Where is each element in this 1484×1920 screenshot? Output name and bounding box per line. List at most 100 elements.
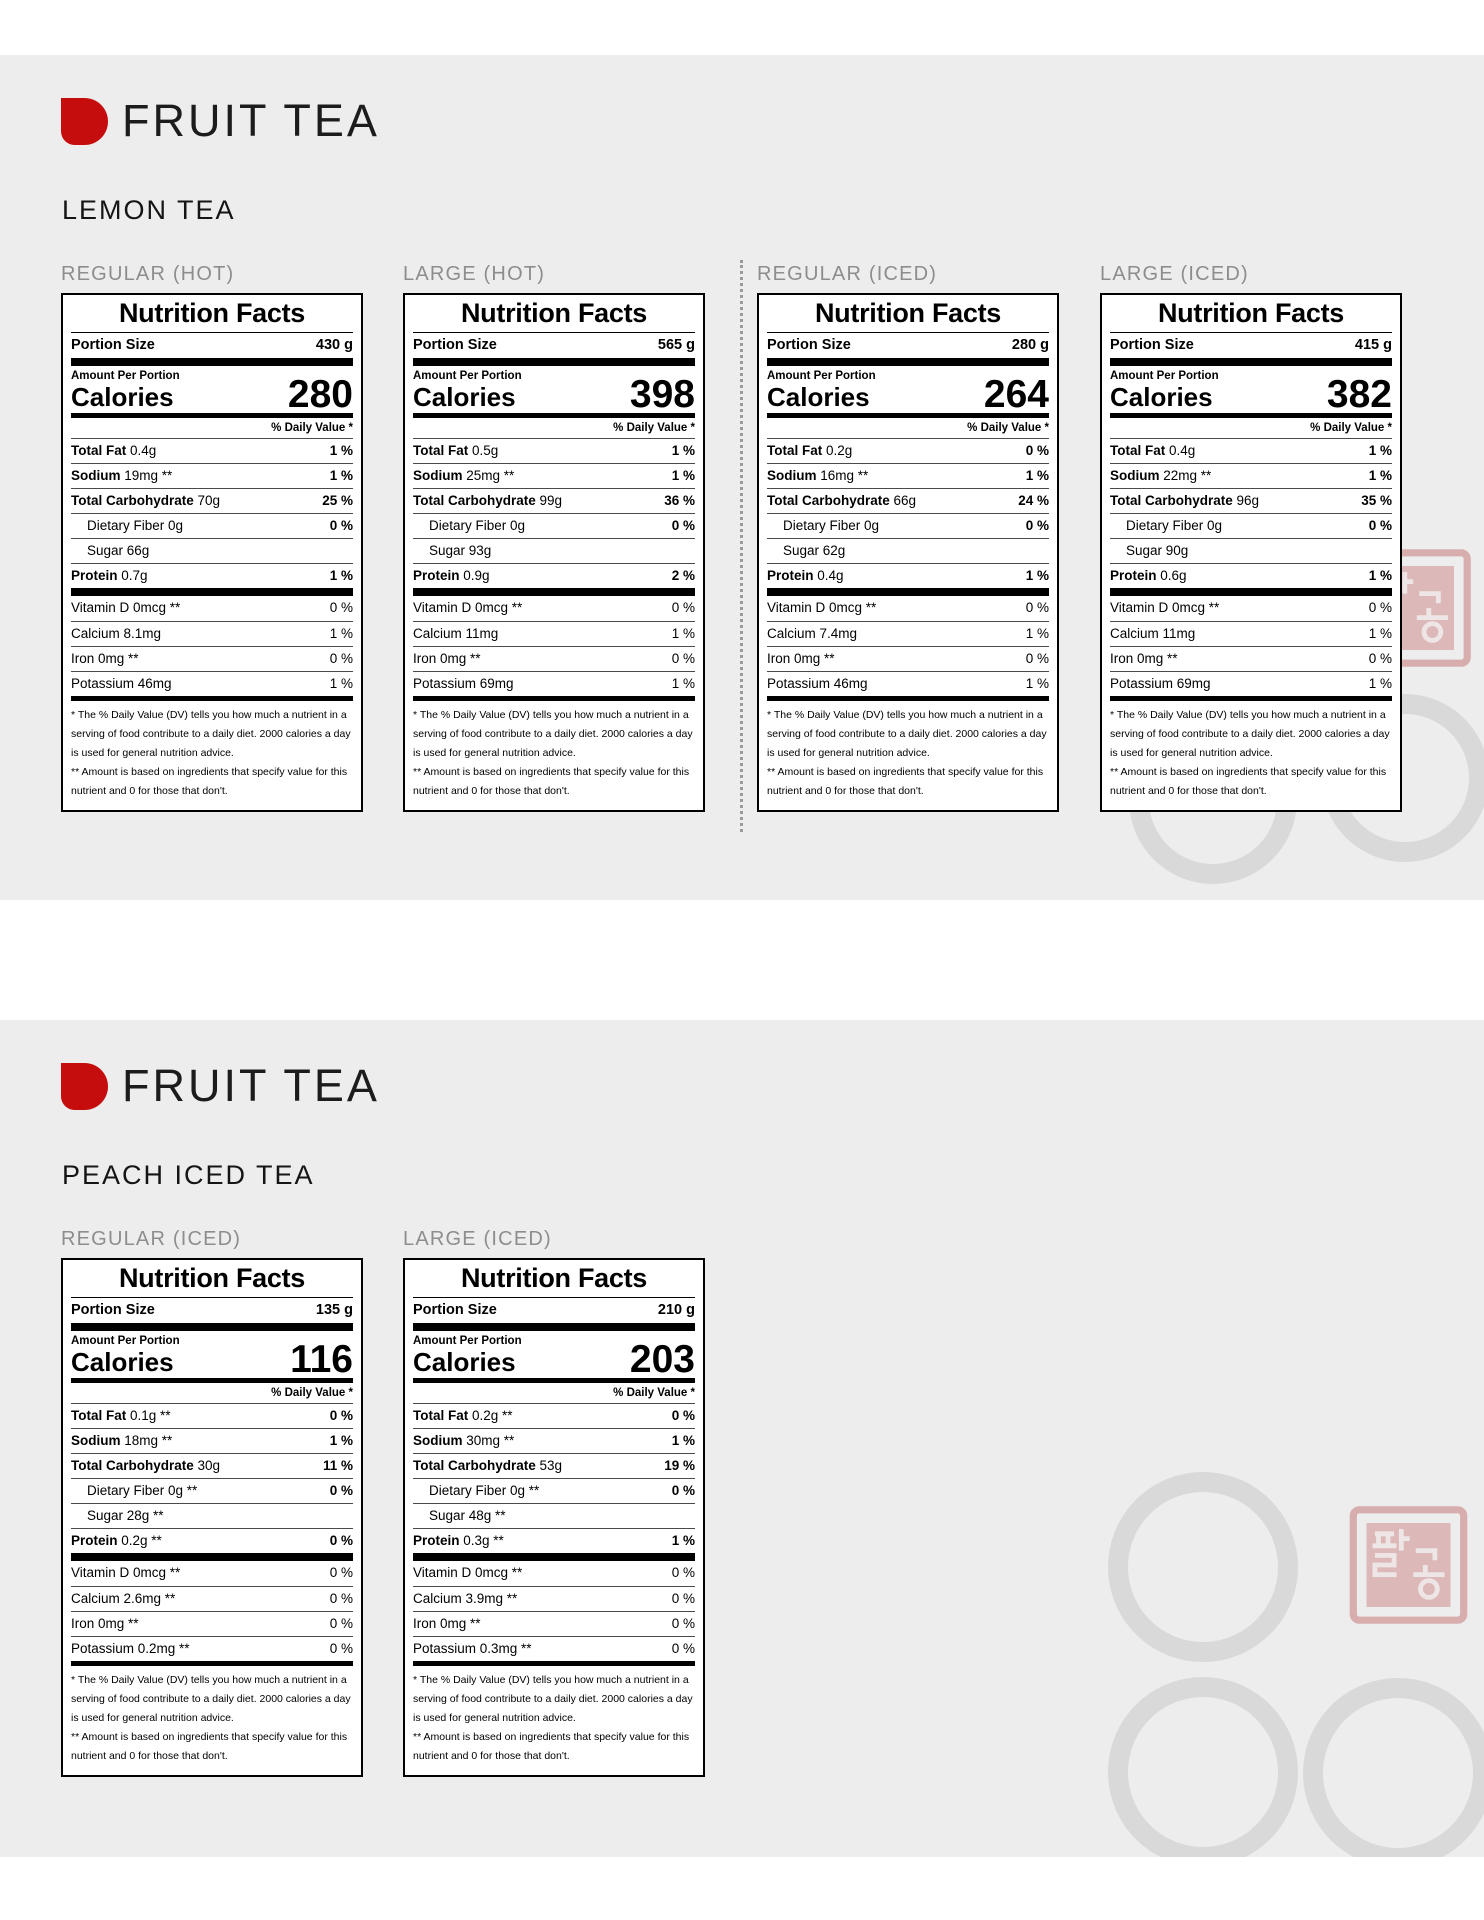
nutrient-row: Potassium 46mg 1 %	[71, 671, 353, 696]
circle-watermark-icon	[1108, 1472, 1298, 1662]
footnote-dv: * The % Daily Value (DV) tells you how m…	[767, 709, 1047, 760]
daily-value-percent: 0 %	[1025, 651, 1049, 667]
nutrient-rows: Total Fat 0.4g 1 % Sodium 19mg ** 1 % Total …	[71, 438, 353, 588]
nutrient-row: Calcium 3.9mg ** 0 %	[413, 1586, 695, 1611]
nutrient-name-amount: Sugar 28g **	[87, 1508, 164, 1524]
calories-value: 203	[629, 1338, 695, 1382]
vitamin-rows: Vitamin D 0mcg ** 0 % Calcium 2.6mg ** 0 % I…	[71, 1561, 353, 1661]
nutrient-name-amount: Vitamin D 0mcg **	[71, 1565, 181, 1581]
nutrient-row: Vitamin D 0mcg ** 0 %	[71, 1561, 353, 1586]
nutrient-name-amount: Calcium 7.4mg	[767, 626, 858, 642]
nutrition-label-column: REGULAR (HOT) Nutrition Facts Portion Si…	[61, 263, 363, 813]
calories-value: 280	[287, 373, 353, 417]
size-variant-label: REGULAR (HOT)	[61, 263, 235, 285]
nutrient-row: Total Fat 0.1g ** 0 %	[71, 1403, 353, 1428]
nutrition-label-column: LARGE (ICED) Nutrition Facts Portion Siz…	[403, 1228, 705, 1778]
nutrient-name-amount: Potassium 0.3mg **	[413, 1641, 532, 1657]
footnote: * The % Daily Value (DV) tells you how m…	[413, 1666, 695, 1775]
thick-bar	[1110, 413, 1392, 419]
amount-per-portion-label: Amount Per Portion	[413, 370, 522, 382]
daily-value-percent: 0 %	[671, 651, 695, 667]
nutrition-facts-label: Nutrition Facts Portion Size 135 g Amoun…	[61, 1258, 363, 1778]
nutrient-row: Total Fat 0.2g 0 %	[767, 438, 1049, 463]
nutrient-row: Sugar 48g **	[413, 1503, 695, 1528]
nutrient-row: Vitamin D 0mcg ** 0 %	[767, 596, 1049, 621]
nutrient-row: Potassium 46mg 1 %	[767, 671, 1049, 696]
nutrient-name-amount: Sodium 30mg **	[413, 1433, 515, 1449]
nutrient-rows: Total Fat 0.4g 1 % Sodium 22mg ** 1 % Total …	[1110, 438, 1392, 588]
nutrient-name-amount: Iron 0mg **	[413, 1616, 481, 1632]
nutrient-row: Sugar 28g **	[71, 1503, 353, 1528]
daily-value-percent: 0 %	[1368, 518, 1392, 534]
nutrient-name-amount: Potassium 69mg	[413, 676, 514, 692]
nutrient-row: Total Carbohydrate 99g 36 %	[413, 488, 695, 513]
nutrition-label-column: REGULAR (ICED) Nutrition Facts Portion S…	[757, 263, 1059, 813]
nutrient-rows: Total Fat 0.2g 0 % Sodium 16mg ** 1 % Total …	[767, 438, 1049, 588]
calories-label: Calories	[767, 382, 870, 412]
nutrient-name-amount: Sodium 19mg **	[71, 468, 173, 484]
footnote: * The % Daily Value (DV) tells you how m…	[1110, 701, 1392, 810]
nutrient-row: Iron 0mg ** 0 %	[1110, 646, 1392, 671]
nutrient-name-amount: Protein 0.6g	[1110, 568, 1187, 584]
portion-size-row: Portion Size 430 g	[71, 333, 353, 358]
daily-value-percent: 0 %	[329, 1408, 353, 1424]
nutrient-row: Total Fat 0.4g 1 %	[71, 438, 353, 463]
nutrient-row: Protein 0.9g 2 %	[413, 563, 695, 588]
circle-watermark-icon	[1108, 1677, 1298, 1857]
daily-value-percent: 0 %	[1368, 600, 1392, 616]
nutrient-name-amount: Total Carbohydrate 30g	[71, 1458, 221, 1474]
nutrient-name-amount: Protein 0.2g **	[71, 1533, 162, 1549]
palgong-stamp-icon	[1345, 1505, 1472, 1625]
nutrient-row: Sugar 62g	[767, 538, 1049, 563]
daily-value-percent: 0 %	[329, 651, 353, 667]
footnote-amount: ** Amount is based on ingredients that s…	[413, 766, 690, 798]
brand-header: FRUIT TEA	[61, 1060, 380, 1112]
portion-size-value: 430 g	[315, 337, 353, 353]
nutrient-name-amount: Sodium 16mg **	[767, 468, 869, 484]
nutrient-row: Total Carbohydrate 70g 25 %	[71, 488, 353, 513]
nutrient-name-amount: Vitamin D 0mcg **	[413, 600, 523, 616]
nutrient-row: Protein 0.7g 1 %	[71, 563, 353, 588]
thick-bar	[71, 588, 353, 597]
nutrient-row: Sodium 19mg ** 1 %	[71, 463, 353, 488]
nutrient-name-amount: Dietary Fiber 0g **	[429, 1483, 540, 1499]
nutrition-facts-title: Nutrition Facts	[118, 298, 305, 328]
size-variant-label: LARGE (HOT)	[403, 263, 546, 285]
daily-value-percent: 0 %	[671, 1591, 695, 1607]
daily-value-percent: 1 %	[1368, 568, 1392, 584]
nutrient-row: Vitamin D 0mcg ** 0 %	[1110, 596, 1392, 621]
vitamin-rows: Vitamin D 0mcg ** 0 % Calcium 8.1mg 1 % Iron…	[71, 596, 353, 696]
daily-value-percent: 1 %	[671, 676, 695, 692]
nutrient-name-amount: Dietary Fiber 0g	[783, 518, 880, 534]
nutrition-facts-title: Nutrition Facts	[814, 298, 1001, 328]
calories-value: 382	[1326, 373, 1392, 417]
section-peach-iced-tea: FRUIT TEA PEACH ICED TEA REGULAR (ICED) …	[0, 1020, 1484, 1857]
calories-section: Amount Per Portion Calories 203	[413, 1331, 695, 1382]
nutrient-name-amount: Sugar 93g	[429, 543, 492, 559]
vitamin-rows: Vitamin D 0mcg ** 0 % Calcium 7.4mg 1 % Iron…	[767, 596, 1049, 696]
portion-size-label: Portion Size	[71, 1302, 155, 1318]
nutrient-name-amount: Vitamin D 0mcg **	[413, 1565, 523, 1581]
daily-value-percent: 1 %	[671, 443, 695, 459]
portion-size-row: Portion Size 415 g	[1110, 333, 1392, 358]
nutrition-facts-label: Nutrition Facts Portion Size 415 g Amoun…	[1100, 293, 1402, 813]
daily-value-percent: 0 %	[329, 1533, 353, 1549]
nutrition-facts-title: Nutrition Facts	[118, 1263, 305, 1293]
thick-bar	[71, 413, 353, 419]
footnote: * The % Daily Value (DV) tells you how m…	[413, 701, 695, 810]
daily-value-percent: 1 %	[1368, 626, 1392, 642]
nutrition-facts-label: Nutrition Facts Portion Size 430 g Amoun…	[61, 293, 363, 813]
nutrient-name-amount: Iron 0mg **	[71, 651, 139, 667]
brand-logo-icon	[61, 1062, 108, 1110]
nutrient-row: Calcium 2.6mg ** 0 %	[71, 1586, 353, 1611]
nutrient-row: Total Fat 0.4g 1 %	[1110, 438, 1392, 463]
daily-value-percent: 1 %	[671, 1533, 695, 1549]
daily-value-percent: 0 %	[329, 1591, 353, 1607]
daily-value-header: % Daily Value *	[613, 1387, 695, 1400]
vitamin-rows: Vitamin D 0mcg ** 0 % Calcium 11mg 1 % Iron …	[413, 596, 695, 696]
calories-label: Calories	[71, 1347, 174, 1377]
thick-bar	[1110, 358, 1392, 366]
portion-size-value: 135 g	[315, 1302, 353, 1318]
portion-size-row: Portion Size 280 g	[767, 333, 1049, 358]
footnote: * The % Daily Value (DV) tells you how m…	[71, 1666, 353, 1775]
